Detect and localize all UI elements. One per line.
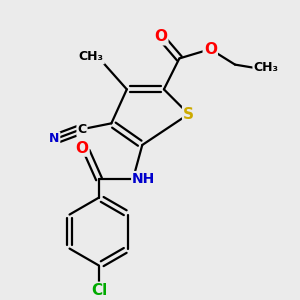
- Text: S: S: [183, 106, 194, 122]
- Text: NH: NH: [132, 172, 155, 186]
- Text: C: C: [77, 123, 86, 136]
- Text: O: O: [204, 42, 217, 57]
- Text: Cl: Cl: [91, 283, 107, 298]
- Text: O: O: [154, 29, 167, 44]
- Text: CH₃: CH₃: [254, 61, 278, 74]
- Text: CH₃: CH₃: [79, 50, 104, 63]
- Text: O: O: [76, 141, 88, 156]
- Text: N: N: [49, 132, 59, 145]
